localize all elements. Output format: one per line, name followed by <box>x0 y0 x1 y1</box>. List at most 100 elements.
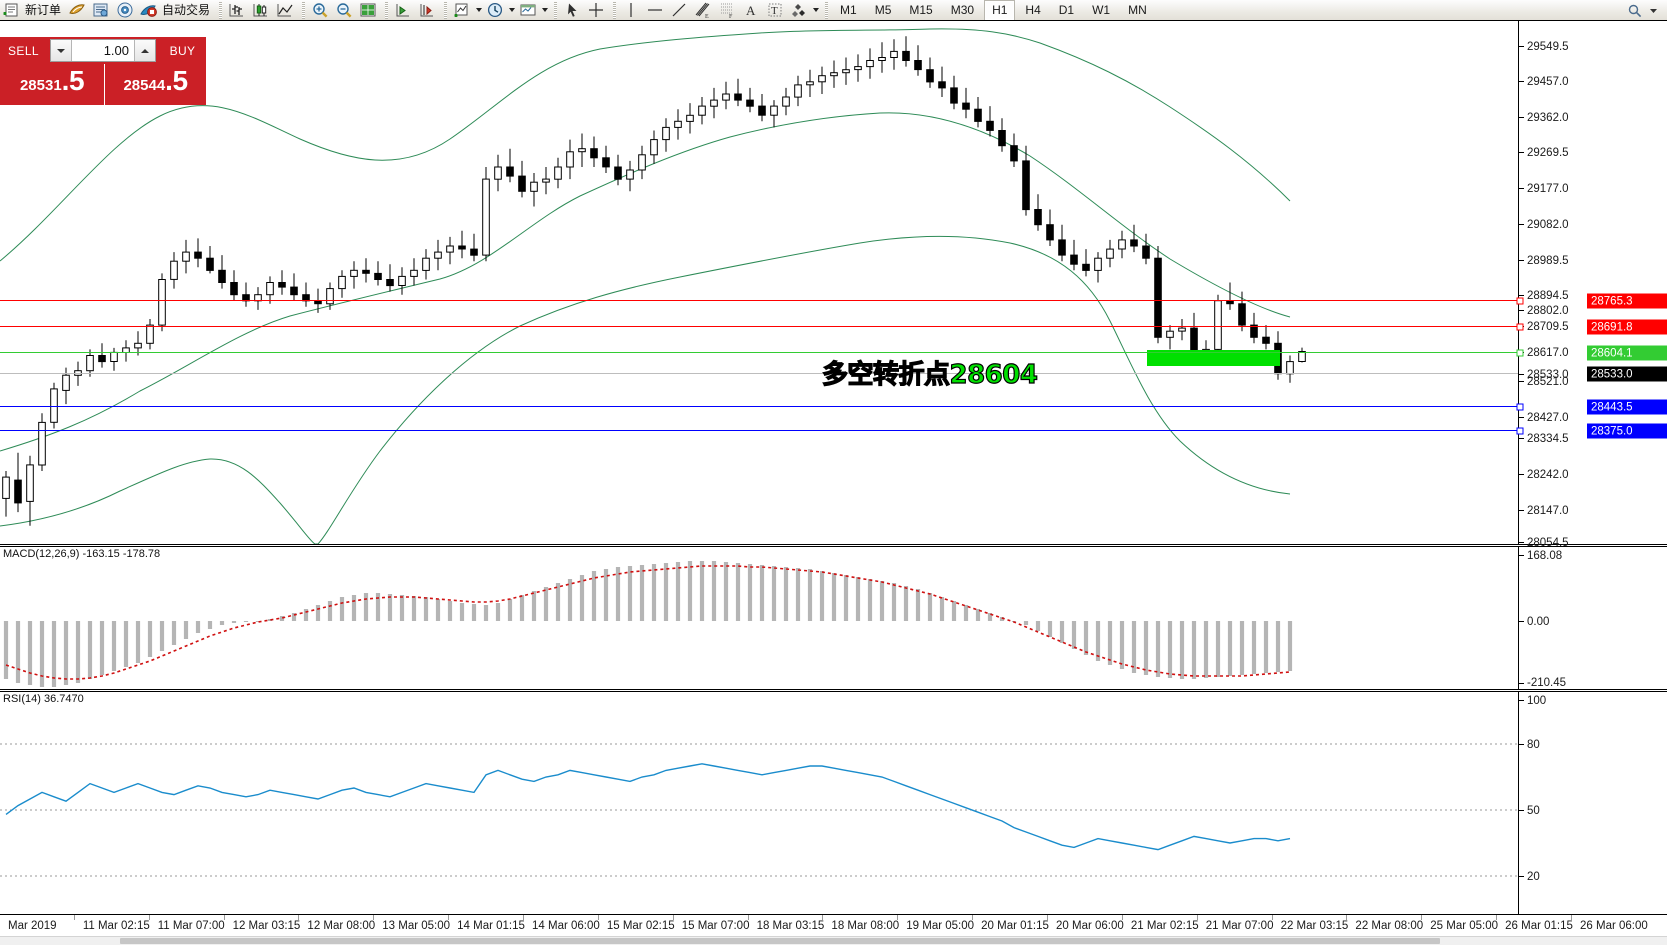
zoom-in-icon[interactable] <box>308 0 332 20</box>
price-line-pivot[interactable] <box>0 352 1519 353</box>
templates-icon[interactable] <box>516 0 540 20</box>
buy-price-decimal: .5 <box>165 65 188 96</box>
tile-windows-icon[interactable] <box>356 0 380 20</box>
time-axis-label: 25 Mar 05:00 <box>1430 920 1499 932</box>
price-plot-area[interactable]: 多空转折点28604 <box>0 21 1519 544</box>
rsi-pane[interactable]: RSI(14) 36.7470 100 80 50 20 <box>0 691 1667 915</box>
rsi-plot-area[interactable] <box>0 692 1519 914</box>
data-window-icon[interactable] <box>89 0 113 20</box>
navigator-icon[interactable] <box>113 0 137 20</box>
period-icon[interactable] <box>483 0 507 20</box>
vline-icon[interactable] <box>619 0 643 20</box>
price-line-last <box>0 373 1519 374</box>
buy-price-integer: 28544 <box>123 77 166 94</box>
volume-increase-button[interactable] <box>134 40 155 61</box>
volume-value[interactable]: 1.00 <box>72 40 134 61</box>
price-tick-label: 28533.0 <box>1527 369 1569 381</box>
price-tag-resistance-2[interactable]: 28691.8 <box>1587 319 1667 335</box>
candlestick-chart-icon[interactable] <box>249 0 273 20</box>
bar-chart-icon[interactable] <box>225 0 249 20</box>
time-axis-label: 21 Mar 07:00 <box>1205 920 1274 932</box>
indicators-icon[interactable] <box>450 0 474 20</box>
timeframe-m5[interactable]: M5 <box>874 2 892 17</box>
price-line-resistance-1[interactable] <box>0 300 1519 301</box>
price-tick-label: 28709.5 <box>1527 321 1569 333</box>
time-axis-label: 14 Mar 01:15 <box>457 920 525 932</box>
price-tag-support-2[interactable]: 28375.0 <box>1587 423 1667 439</box>
timeframe-w1[interactable]: W1 <box>1092 2 1111 17</box>
horizontal-scrollbar[interactable] <box>0 936 1667 945</box>
chevron-down-icon[interactable] <box>540 0 549 20</box>
time-axis-label: 26 Mar 06:00 <box>1580 920 1648 932</box>
timeframe-m30[interactable]: M30 <box>950 2 975 17</box>
price-tag-resistance-1[interactable]: 28765.3 <box>1587 293 1667 309</box>
rsi-tick-label-100: 100 <box>1527 695 1547 707</box>
trendline-icon[interactable] <box>667 0 691 20</box>
time-axis-label: 19 Mar 05:00 <box>906 920 975 932</box>
price-handle-pivot[interactable] <box>1516 349 1524 357</box>
price-tag-pivot[interactable]: 28604.1 <box>1587 345 1667 361</box>
price-chart-pane[interactable]: 多空转折点28604 29549.5 29457.0 29362.0 29269.5 2… <box>0 20 1667 549</box>
timeframe-d1[interactable]: D1 <box>1058 2 1075 17</box>
chevron-down-icon[interactable] <box>474 0 483 20</box>
chevron-down-icon[interactable] <box>811 0 820 20</box>
price-scale[interactable]: 29549.5 29457.0 29362.0 29269.5 29177.0 29082… <box>1516 21 1667 549</box>
timeframe-mn[interactable]: MN <box>1128 2 1147 17</box>
scrollbar-thumb[interactable] <box>120 938 1440 944</box>
auto-scroll-icon[interactable] <box>415 0 439 20</box>
rsi-tick-label-80: 80 <box>1527 739 1540 751</box>
equidistant-channel-icon[interactable]: E <box>691 0 715 20</box>
volume-stepper[interactable]: 1.00 <box>50 39 156 62</box>
price-handle-support-2[interactable] <box>1516 427 1524 435</box>
chevron-down-icon[interactable] <box>507 0 516 20</box>
one-click-trading-panel[interactable]: SELL BUY 1.00 28531 .5 28544 .5 <box>0 37 206 105</box>
hline-icon[interactable] <box>643 0 667 20</box>
time-axis-label: 15 Mar 02:15 <box>606 920 675 932</box>
price-handle-resistance-2[interactable] <box>1516 323 1524 331</box>
time-axis-label: 22 Mar 08:00 <box>1355 920 1424 932</box>
price-handle-support-1[interactable] <box>1516 403 1524 411</box>
volume-decrease-button[interactable] <box>51 40 72 61</box>
buy-price-button[interactable]: 28544 .5 <box>105 64 206 105</box>
line-chart-icon[interactable] <box>273 0 297 20</box>
autotrade-icon[interactable] <box>137 0 161 20</box>
price-tick <box>1519 417 1524 418</box>
crosshair-icon[interactable] <box>584 0 608 20</box>
price-handle-resistance-1[interactable] <box>1516 297 1524 305</box>
time-axis-label: 21 Mar 02:15 <box>1130 920 1199 932</box>
macd-plot-area[interactable] <box>0 547 1519 689</box>
fibonacci-icon[interactable]: F <box>715 0 739 20</box>
expert-advisors-icon[interactable] <box>65 0 89 20</box>
svg-text:T: T <box>771 5 778 17</box>
macd-pane[interactable]: MACD(12,26,9) -163.15 -178.78 168.08 0.0… <box>0 546 1667 690</box>
timeframe-m15[interactable]: M15 <box>909 2 933 17</box>
sell-button[interactable]: SELL <box>0 37 47 64</box>
price-tag-support-1[interactable]: 28443.5 <box>1587 399 1667 415</box>
overflow-chevron-icon[interactable] <box>1644 0 1663 20</box>
timeframe-h1[interactable]: H1 <box>984 0 1016 21</box>
timeframe-m1[interactable]: M1 <box>840 2 857 17</box>
new-order-button[interactable] <box>0 0 24 20</box>
zoom-out-icon[interactable] <box>332 0 356 20</box>
shapes-icon[interactable] <box>787 0 811 20</box>
buy-button[interactable]: BUY <box>159 37 206 64</box>
price-line-support-2[interactable] <box>0 430 1519 431</box>
sell-price-decimal: .5 <box>61 65 85 96</box>
price-line-resistance-2[interactable] <box>0 326 1519 327</box>
time-axis-separator <box>1421 915 1423 920</box>
price-tick <box>1519 474 1524 475</box>
price-tick-label: 29457.0 <box>1527 76 1569 88</box>
chart-annotation-text[interactable]: 多空转折点28604 <box>821 359 1038 390</box>
timeframe-h4[interactable]: H4 <box>1025 2 1041 17</box>
rsi-tick <box>1519 700 1524 701</box>
highlight-rectangle[interactable] <box>1147 350 1280 366</box>
search-icon[interactable] <box>1625 0 1644 20</box>
price-tick-label: 28894.5 <box>1527 290 1569 302</box>
text-icon[interactable]: A <box>739 0 763 20</box>
text-label-icon[interactable]: T <box>763 0 787 20</box>
sell-price-button[interactable]: 28531 .5 <box>0 64 104 105</box>
shift-end-icon[interactable] <box>391 0 415 20</box>
cursor-icon[interactable] <box>560 0 584 20</box>
price-line-support-1[interactable] <box>0 406 1519 407</box>
time-axis-label: 20 Mar 06:00 <box>1056 920 1124 932</box>
